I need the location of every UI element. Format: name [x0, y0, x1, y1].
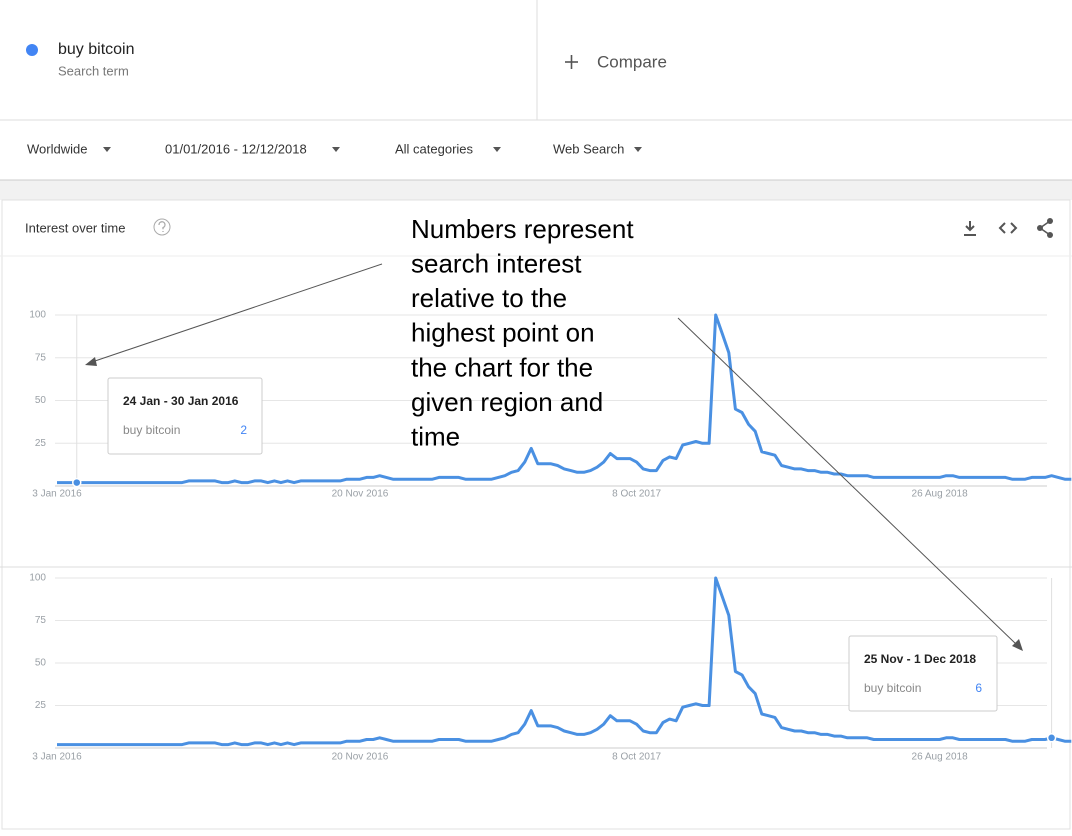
y-tick-label: 100	[29, 573, 46, 584]
download-icon[interactable]	[964, 221, 976, 236]
y-tick-label: 100	[29, 310, 46, 321]
tooltip-value: 6	[975, 681, 982, 695]
filter[interactable]: Worldwide	[27, 141, 87, 156]
y-tick-label: 25	[35, 700, 47, 711]
caret	[634, 147, 642, 152]
compare-button[interactable]: Compare	[565, 52, 667, 71]
term-dot	[26, 44, 38, 56]
compare-label[interactable]: Compare	[597, 52, 667, 71]
embed-icon[interactable]	[998, 222, 1018, 234]
help-icon[interactable]	[153, 218, 171, 236]
filter[interactable]: All categories	[395, 141, 474, 156]
filter[interactable]: 01/01/2016 - 12/12/2018	[165, 141, 307, 156]
separator	[0, 180, 1072, 200]
tooltip-date: 25 Nov - 1 Dec 2018	[864, 652, 976, 666]
term-name[interactable]: buy bitcoin	[58, 41, 135, 58]
tooltip-date: 24 Jan - 30 Jan 2016	[123, 394, 239, 408]
annotation-text: time	[411, 421, 460, 451]
x-tick-label: 3 Jan 2016	[32, 489, 82, 500]
tooltip	[107, 377, 263, 455]
y-tick-label: 25	[35, 438, 47, 449]
tooltip	[848, 635, 998, 712]
tooltip-term: buy bitcoin	[864, 681, 921, 695]
x-tick-label: 8 Oct 2017	[612, 752, 661, 763]
series-line	[57, 576, 1072, 747]
y-tick-label: 75	[35, 352, 47, 363]
help-icon	[158, 221, 166, 232]
caret	[103, 147, 111, 152]
annotation-text: search interest	[411, 248, 582, 278]
x-tick-label: 3 Jan 2016	[32, 752, 82, 763]
x-tick-label: 20 Nov 2016	[332, 752, 389, 763]
tooltip-term: buy bitcoin	[123, 423, 180, 437]
x-tick-label: 26 Aug 2018	[912, 489, 969, 500]
annotation-text: highest point on	[411, 318, 595, 348]
y-tick-label: 75	[35, 615, 47, 626]
x-tick-label: 26 Aug 2018	[912, 752, 969, 763]
x-tick-label: 8 Oct 2017	[612, 489, 661, 500]
annotation-arrow	[677, 317, 1018, 646]
filter[interactable]: Web Search	[553, 141, 624, 156]
hover-dot	[72, 477, 82, 488]
share-icon[interactable]	[1037, 218, 1053, 238]
annotation-text: given region and	[411, 387, 603, 417]
annotation-text: Numbers represent	[411, 214, 634, 244]
term-label: Search term	[58, 63, 129, 78]
x-tick-label: 20 Nov 2016	[332, 489, 389, 500]
caret	[493, 147, 501, 152]
y-tick-label: 50	[35, 658, 47, 669]
arrowhead	[1012, 639, 1023, 651]
annotation-text: the chart for the	[411, 352, 593, 382]
arrowhead	[85, 357, 97, 366]
hover-dot	[1046, 733, 1057, 743]
annotation-arrow	[91, 263, 383, 363]
series-line	[57, 313, 1072, 485]
annotation-text: relative to the	[411, 283, 567, 313]
share-line	[1038, 220, 1051, 236]
tooltip-value: 2	[240, 423, 247, 437]
y-tick-label: 50	[35, 395, 47, 406]
card-title: Interest over time	[25, 220, 125, 235]
caret	[332, 147, 340, 152]
